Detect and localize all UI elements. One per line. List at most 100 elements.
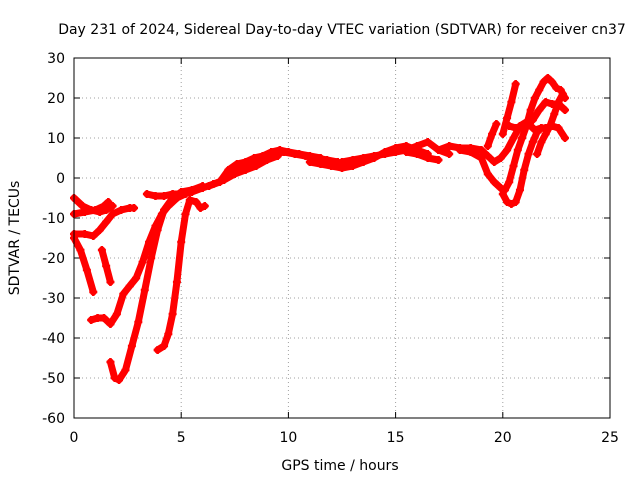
y-tick-label: 20: [47, 91, 65, 107]
y-tick-label: -10: [42, 211, 65, 227]
data-point: [215, 178, 224, 186]
data-point: [125, 282, 134, 290]
data-point: [515, 186, 524, 194]
data-point: [490, 158, 499, 166]
data-point: [100, 314, 109, 322]
data-point: [187, 188, 196, 196]
data-point: [108, 202, 117, 210]
data-point: [507, 200, 516, 208]
data-point: [554, 98, 563, 106]
data-point: [127, 342, 136, 350]
data-point: [537, 138, 546, 146]
data-point: [100, 202, 109, 210]
data-point: [305, 158, 314, 166]
y-tick-label: -30: [42, 291, 65, 307]
data-point: [560, 134, 569, 142]
data-point: [483, 152, 492, 160]
data-point: [196, 204, 205, 212]
data-point: [380, 150, 389, 158]
data-point: [466, 148, 475, 156]
data-point: [552, 84, 561, 92]
data-point: [258, 152, 267, 160]
data-point: [548, 78, 557, 86]
data-point: [138, 258, 147, 266]
x-tick-label: 10: [279, 430, 297, 446]
data-point: [112, 310, 121, 318]
series-track-e: [97, 246, 115, 286]
data-point: [505, 178, 514, 186]
data-point: [539, 78, 548, 86]
data-point: [82, 266, 91, 274]
data-point: [402, 148, 411, 156]
series-track-s: [483, 120, 501, 150]
data-point: [95, 226, 104, 234]
x-tick-labels: 0 5 10 15 20 25: [70, 430, 619, 446]
data-point: [498, 130, 507, 138]
y-tick-label: 10: [47, 131, 65, 147]
data-point: [554, 124, 563, 132]
data-point: [147, 254, 156, 262]
data-point: [391, 148, 400, 156]
data-point: [503, 114, 512, 122]
data-point: [434, 146, 443, 154]
data-point: [496, 184, 505, 192]
data-point: [434, 156, 443, 164]
data-point: [550, 110, 559, 118]
data-point: [338, 158, 346, 166]
data-point: [104, 198, 113, 206]
data-point: [518, 122, 527, 130]
data-point: [558, 90, 567, 98]
data-point: [511, 80, 520, 88]
data-point: [511, 198, 520, 206]
data-point: [423, 138, 432, 146]
data-point: [530, 126, 539, 134]
data-point: [164, 330, 173, 338]
data-point: [316, 160, 325, 168]
data-point: [528, 138, 537, 146]
y-tick-label: 30: [47, 51, 65, 67]
data-point: [200, 202, 209, 210]
series-trace: [70, 234, 97, 296]
data-point: [413, 142, 422, 150]
y-tick-label: 0: [56, 171, 65, 187]
data-point: [560, 106, 569, 114]
data-point: [505, 122, 514, 130]
data-point: [541, 98, 550, 106]
data-point: [153, 226, 162, 234]
data-point: [445, 150, 454, 158]
data-point: [132, 274, 141, 282]
data-point: [492, 120, 501, 128]
data-point: [503, 198, 512, 206]
data-point: [511, 124, 520, 132]
data-point: [295, 150, 304, 158]
data-point: [168, 310, 177, 318]
data-point: [102, 218, 111, 226]
data-point: [477, 154, 486, 162]
data-point: [205, 182, 214, 190]
data-point: [185, 196, 194, 204]
data-point: [518, 134, 527, 142]
data-point: [543, 74, 552, 82]
data-point: [520, 166, 529, 174]
series-trace: [402, 148, 442, 164]
data-point: [78, 202, 87, 210]
data-point: [513, 146, 522, 154]
data-point: [106, 358, 115, 366]
data-point: [370, 152, 379, 160]
data-point: [524, 120, 533, 128]
data-point: [423, 154, 432, 162]
y-axis-label: SDTVAR / TECUs: [7, 181, 23, 296]
data-point: [445, 142, 454, 150]
data-point: [160, 206, 169, 214]
data-point: [483, 142, 492, 150]
data-point: [509, 162, 518, 170]
chart-title: Day 231 of 2024, Sidereal Day-to-day VTE…: [58, 22, 626, 38]
data-point: [477, 146, 486, 154]
data-point: [160, 342, 169, 350]
data-point: [267, 148, 276, 156]
data-point: [130, 204, 139, 212]
series-track-n: [402, 148, 443, 164]
data-point: [168, 190, 177, 198]
series-track-h: [153, 196, 209, 354]
